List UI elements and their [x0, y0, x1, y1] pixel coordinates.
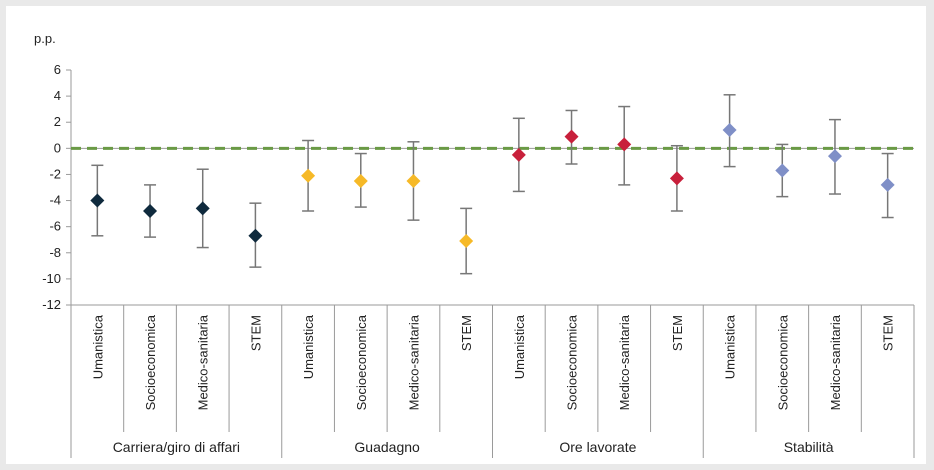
y-tick-label: -2	[49, 166, 61, 181]
y-tick-label: -8	[49, 245, 61, 260]
data-point-diamond	[564, 129, 579, 144]
group-label: Guadagno	[354, 439, 420, 455]
data-point-diamond	[459, 234, 474, 249]
category-label: Medico-sanitaria	[196, 314, 211, 410]
category-label: Umanistica	[512, 314, 527, 379]
group-label: Carriera/giro di affari	[113, 439, 240, 455]
data-point-diamond	[248, 228, 263, 243]
y-tick-label: -12	[42, 297, 61, 312]
y-tick-label: 4	[54, 88, 61, 103]
data-point-diamond	[195, 201, 210, 216]
y-unit-label: p.p.	[34, 31, 56, 46]
y-tick-label: 0	[54, 140, 61, 155]
category-label: STEM	[881, 315, 896, 351]
category-label: Umanistica	[90, 314, 105, 379]
data-point-diamond	[511, 147, 526, 162]
category-label: STEM	[248, 315, 263, 351]
data-point-diamond	[143, 204, 158, 218]
category-label: Medico-sanitaria	[828, 314, 843, 410]
category-label: Socioeconomica	[775, 314, 790, 410]
group-label: Stabilità	[784, 439, 834, 455]
data-point-diamond	[669, 171, 684, 186]
y-tick-label: -10	[42, 271, 61, 286]
data-point-diamond	[301, 168, 316, 183]
data-point-diamond	[722, 123, 737, 138]
category-label: Umanistica	[723, 314, 738, 379]
category-label: STEM	[670, 315, 685, 351]
chart-svg: p.p. 6 4 2 0 -2 -4 -6 -8 -10 -12 Umanistica Socioe…	[34, 31, 915, 458]
category-label: Socioeconomica	[354, 314, 369, 410]
y-tick-label: 2	[54, 114, 61, 129]
group-label: Ore lavorate	[559, 439, 636, 455]
error-bars-group	[91, 94, 894, 275]
data-point-diamond	[90, 193, 105, 208]
category-label: Socioeconomica	[565, 314, 580, 410]
data-point-diamond	[775, 163, 790, 178]
data-point-diamond	[406, 173, 421, 188]
category-axis-group: Umanistica Socioeconomica Medico-sanitaria…	[70, 304, 915, 458]
category-label: Medico-sanitaria	[406, 314, 421, 410]
y-tick-label: 6	[54, 62, 61, 77]
y-axis-group: 6 4 2 0 -2 -4 -6 -8 -10 -12	[42, 62, 914, 312]
y-tick-label: -4	[49, 193, 61, 208]
chart-frame: p.p. 6 4 2 0 -2 -4 -6 -8 -10 -12 Umanistica Socioe…	[6, 6, 926, 464]
data-point-diamond	[353, 173, 368, 188]
data-point-diamond	[880, 177, 895, 192]
points-group	[90, 123, 895, 249]
category-label: STEM	[459, 315, 474, 351]
data-point-diamond	[617, 137, 632, 152]
y-tick-label: -6	[49, 219, 61, 234]
data-point-diamond	[827, 149, 842, 164]
category-label: Socioeconomica	[143, 314, 158, 410]
category-label: Medico-sanitaria	[617, 314, 632, 410]
category-label: Umanistica	[301, 314, 316, 379]
